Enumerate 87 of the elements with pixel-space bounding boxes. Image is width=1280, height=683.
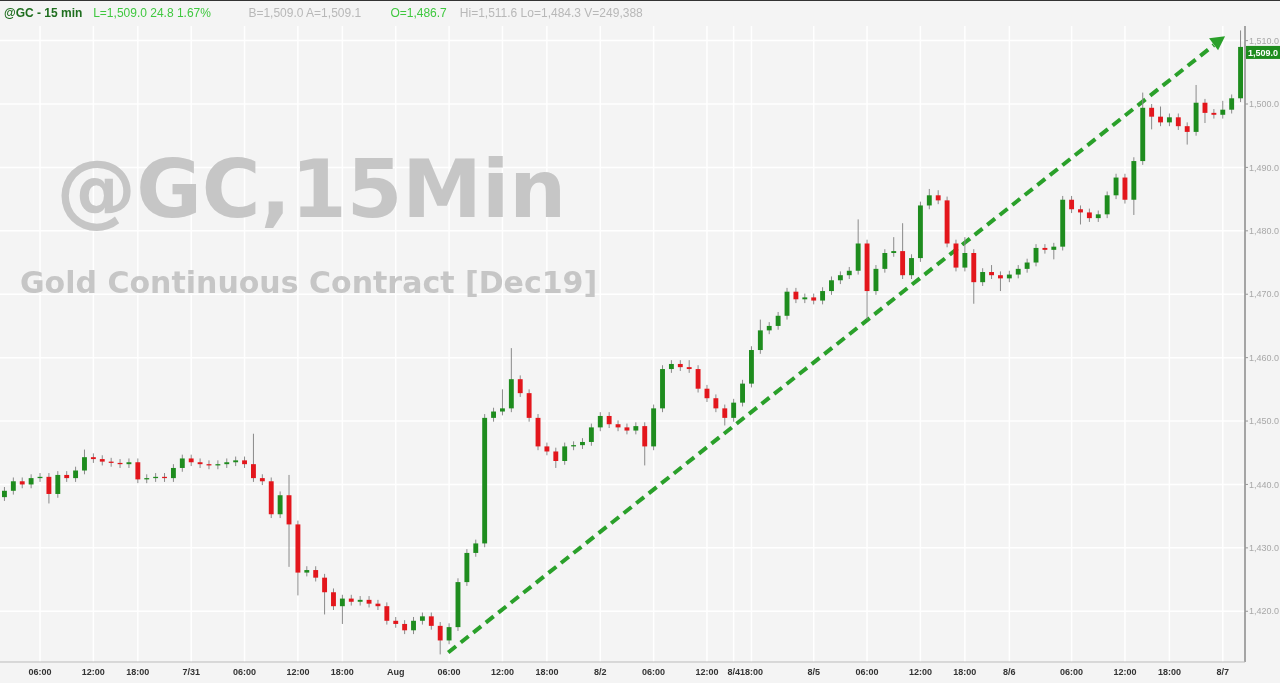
candlestick [500,388,505,416]
candlestick [588,423,594,447]
x-tick-label: 18:00 [535,667,559,677]
candlestick [1184,121,1190,146]
x-tick-label: Aug [386,667,405,677]
text: O=1,486.7 [390,6,448,20]
x-tick-label: 06:00 [1060,667,1084,677]
x-tick-label: 7/31 [182,667,200,677]
x-tick-label: 06:00 [437,667,461,677]
candlestick [331,587,336,611]
candlestick [962,236,968,272]
x-tick-label: 8/4 [727,667,740,677]
x-tick-label: 06:00 [642,667,666,677]
candlestick [135,457,141,484]
text: B=1,509.0 A=1,509.1 [248,6,362,20]
candlestick [1229,93,1235,115]
x-tick-label: 12:00 [286,667,310,677]
candlestick [829,275,834,296]
x-tick-label: 12:00 [1113,667,1137,677]
candlestick [1211,108,1217,120]
x-tick-label: 12:00 [695,667,719,677]
x-tick-label: 18:00 [330,667,354,677]
x-tick-label: 18:00 [126,667,150,677]
x-tick-label: 12:00 [908,667,932,677]
candlestick [251,433,256,483]
candlestick [597,411,603,432]
candlestick [1078,204,1083,225]
x-tick-label: 12:00 [81,667,105,677]
x-tick-label: 18:00 [739,667,763,677]
candlestick [695,364,701,394]
x-tick-label: 06:00 [855,667,879,677]
candlestick [197,457,203,469]
y-tick-label: 1,500.0 [1249,99,1280,110]
x-tick-label: 18:00 [1157,667,1181,677]
candlestick [339,594,345,625]
candlestick [384,601,390,626]
candlestick [46,472,52,504]
candlestick [28,473,34,489]
y-tick-label: 1,510.0 [1249,35,1280,46]
candlestick [998,270,1003,292]
candlestick [82,449,87,475]
x-tick-label: 06:00 [233,667,257,677]
x-tick-label: 06:00 [28,667,52,677]
x-tick-label: 8/7 [1216,667,1230,677]
candlestick [891,236,897,258]
candlestick [1024,258,1030,274]
y-tick-label: 1,470.0 [1249,289,1280,300]
text: L=1,509.0 24.8 1.67% [93,6,212,20]
x-tick-label: 18:00 [953,667,977,677]
candlestick [517,374,523,398]
candlestick [562,442,568,466]
text: 1,509.0 [1247,47,1279,58]
candlestick [740,379,745,407]
candlestick [1104,191,1110,219]
y-tick-label: 1,430.0 [1249,543,1280,554]
candlestick [909,253,914,280]
candlestick [642,421,648,466]
candlestick [277,490,283,519]
candlestick [55,470,61,499]
candlestick [926,188,932,210]
x-tick-label: 8/6 [1003,667,1016,677]
text: @GC - 15 min [4,6,83,20]
y-tick-label: 1,480.0 [1249,225,1280,236]
candlestick [446,622,452,645]
text: Hi=1,511.6 Lo=1,484.3 V=249,388 [459,6,644,20]
y-tick-label: 1,420.0 [1249,606,1280,617]
text: @GC,15Min [56,142,567,236]
candlestick [553,447,559,469]
y-tick-label: 1,440.0 [1249,479,1280,490]
x-tick-label: 8/2 [594,667,607,677]
candlestick [1149,103,1155,130]
y-tick-label: 1,450.0 [1249,416,1280,427]
candlestick [793,287,799,304]
candlestick [624,423,630,435]
candlestick [882,248,888,274]
candlestick [722,404,728,426]
y-tick-label: 1,490.0 [1249,162,1280,173]
candlestick [322,573,328,615]
candlestick [437,621,443,655]
candlestick [731,398,737,423]
candlestick [1042,243,1048,255]
candlestick [544,442,550,456]
candlestick [757,319,763,355]
text: Gold Continuous Contract [Dec19] [20,265,598,301]
x-tick-label: 8/5 [807,667,820,677]
y-tick-label: 1,460.0 [1249,352,1280,363]
x-tick-label: 12:00 [490,667,514,677]
